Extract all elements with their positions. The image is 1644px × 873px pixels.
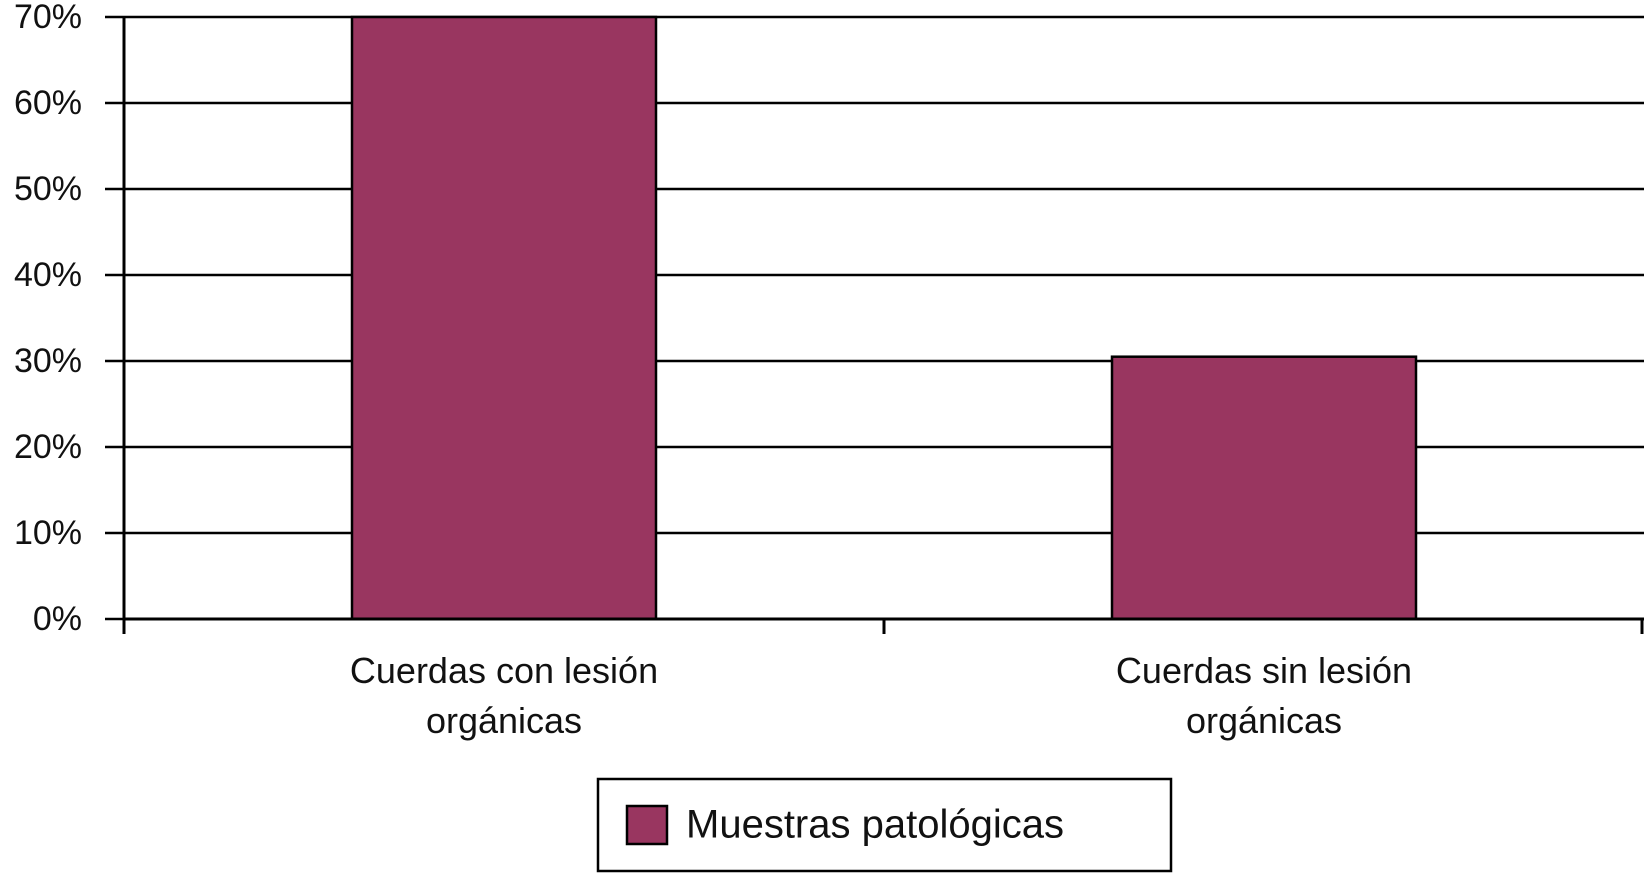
x-tick-label: Cuerdas con lesión orgánicas: [349, 650, 659, 741]
y-tick-label: 10%: [14, 514, 82, 552]
legend-swatch: [625, 804, 669, 846]
y-tick-label: 50%: [14, 170, 82, 208]
x-tick-label: Cuerdas sin lesión orgánicas: [1115, 650, 1413, 741]
bar: [350, 15, 658, 621]
bar: [1110, 355, 1418, 621]
y-tick-label: 40%: [14, 256, 82, 294]
y-tick-label: 30%: [14, 342, 82, 380]
y-tick-label: 0%: [33, 600, 82, 638]
y-tick-label: 60%: [14, 84, 82, 122]
legend-box: [596, 777, 1173, 873]
legend-label: Muestras patológicas: [686, 803, 1064, 847]
y-tick-label: 70%: [14, 0, 82, 36]
y-tick-label: 20%: [14, 428, 82, 466]
